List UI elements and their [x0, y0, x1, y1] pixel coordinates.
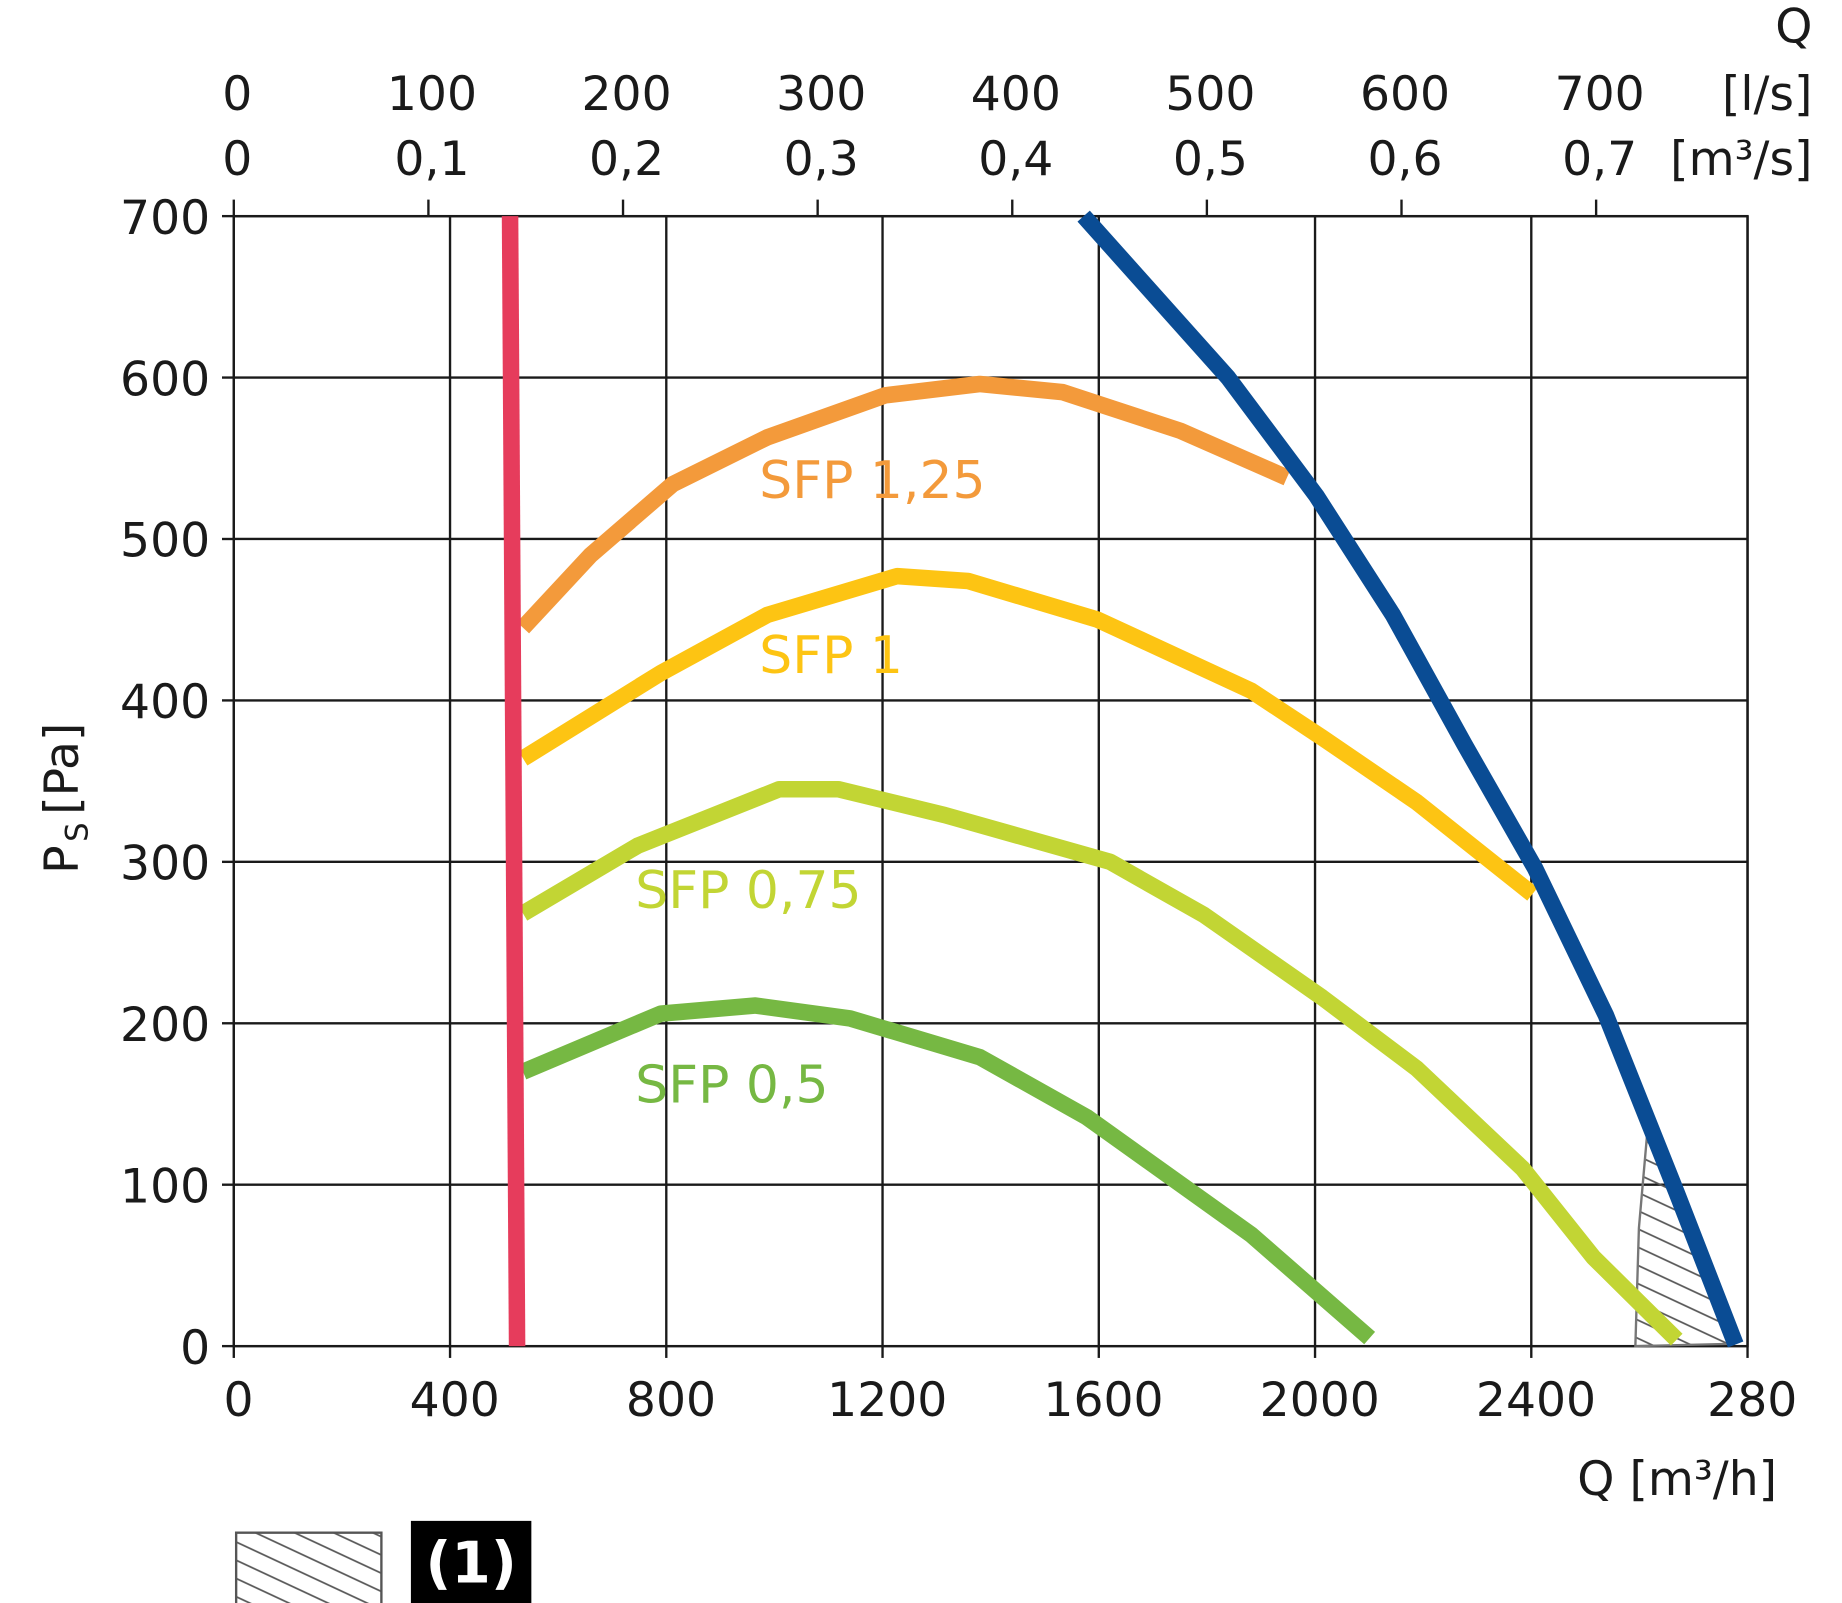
y-tick-label: 200	[120, 998, 210, 1053]
x-tick-label: 800	[626, 1373, 716, 1428]
top-tick-label: 500	[1165, 67, 1255, 122]
top-tick-label-2: 0,7	[1562, 132, 1637, 187]
top-tick-label-2: 0,6	[1368, 132, 1443, 187]
top-tick-label-2: 0	[222, 132, 252, 187]
x-axis-label: Q [m³/h]	[1577, 1452, 1777, 1507]
top-tick-label: 100	[387, 67, 477, 122]
series-line	[518, 780, 1683, 1346]
top-tick-label-2: 0,1	[394, 132, 469, 187]
series-label: SFP 0,75	[635, 861, 861, 921]
x-tick-label: 2400	[1476, 1373, 1596, 1428]
top-tick-label-2: 0,3	[784, 132, 859, 187]
x-tick-label: 400	[410, 1373, 500, 1428]
x-tick-label: 1600	[1043, 1373, 1163, 1428]
grid	[221, 199, 1749, 1358]
y-tick-label: 100	[120, 1159, 210, 1214]
top-tick-label: 600	[1360, 67, 1450, 122]
top-tick-label-2: 0,4	[978, 132, 1053, 187]
top-tick-label: 700	[1555, 67, 1645, 122]
series-line	[1077, 210, 1744, 1348]
top-axis-title: Q	[1775, 0, 1812, 55]
series-label: SFP 1,25	[759, 451, 985, 511]
x-tick-label: 280	[1707, 1373, 1797, 1428]
lines	[501, 210, 1744, 1348]
y-tick-label: 400	[120, 675, 210, 730]
y-label-main: P	[35, 845, 90, 873]
top-tick-label: 0	[222, 67, 252, 122]
legend-hatch	[234, 1531, 383, 1603]
series-line	[516, 375, 1291, 634]
series-label: SFP 0,5	[635, 1056, 828, 1116]
series-line	[519, 997, 1376, 1345]
series-label: SFP 1	[759, 626, 903, 686]
legend-box	[410, 1520, 532, 1603]
series-line	[518, 567, 1538, 901]
y-label-sub: S	[61, 822, 96, 841]
top-tick-label: 300	[776, 67, 866, 122]
y-tick-label: 600	[120, 352, 210, 407]
y-tick-label: 700	[120, 191, 210, 246]
y-tick-label: 500	[120, 514, 210, 569]
top-tick-label: 200	[582, 67, 672, 122]
x-tick-label: 1200	[827, 1373, 947, 1428]
top-tick-label: 400	[971, 67, 1061, 122]
top-tick-label-2: 0,2	[589, 132, 664, 187]
y-tick-label: 300	[120, 837, 210, 892]
series-line	[501, 216, 526, 1347]
x-tick-label: 2000	[1260, 1373, 1380, 1428]
y-label-unit: [Pa]	[35, 723, 90, 815]
y-tick-label: 0	[180, 1321, 210, 1376]
y-axis-label: P S [Pa]	[35, 723, 96, 874]
top-tick-label-2: 0,5	[1173, 132, 1248, 187]
x-tick-label: 0	[223, 1373, 253, 1428]
top-axis-unit: [l/s]	[1722, 67, 1812, 122]
legend-label: (1)	[426, 1531, 517, 1597]
top-axis-unit: [m³/s]	[1670, 132, 1812, 187]
